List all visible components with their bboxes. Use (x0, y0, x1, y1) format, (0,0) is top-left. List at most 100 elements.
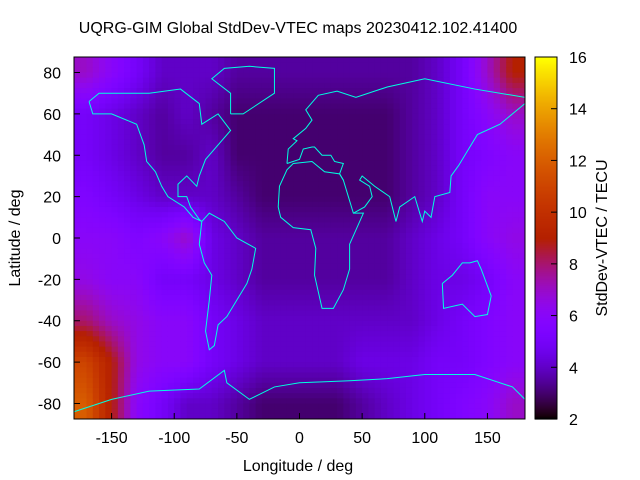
heatmap-cell (205, 382, 213, 389)
heatmap-cell (312, 310, 319, 317)
heatmap-cell (80, 315, 88, 322)
heatmap-cell (149, 139, 156, 146)
heatmap-cell (449, 144, 457, 151)
heatmap-cell (205, 393, 213, 399)
heatmap-cell (124, 258, 131, 265)
heatmap-cell (249, 93, 257, 99)
heatmap-cell (142, 160, 150, 167)
heatmap-cell (499, 387, 507, 394)
heatmap-cell (393, 387, 401, 394)
heatmap-cell (255, 315, 263, 322)
heatmap-cell (368, 77, 376, 84)
heatmap-cell (180, 320, 188, 327)
heatmap-cell (268, 160, 275, 167)
heatmap-cell (274, 258, 282, 265)
heatmap-cell (318, 206, 326, 213)
heatmap-cell (412, 248, 420, 255)
heatmap-cell (180, 315, 188, 322)
heatmap-cell (149, 206, 156, 213)
heatmap-cell (481, 170, 488, 177)
heatmap-cell (142, 77, 150, 84)
heatmap-cell (161, 165, 169, 172)
heatmap-cell (462, 341, 470, 348)
heatmap-cell (474, 300, 482, 306)
heatmap-cell (443, 82, 451, 89)
heatmap-cell (124, 108, 131, 115)
heatmap-cell (111, 129, 119, 136)
heatmap-cell (499, 191, 507, 198)
heatmap-cell (512, 294, 520, 301)
heatmap-cell (393, 289, 401, 296)
heatmap-cell (437, 346, 445, 353)
heatmap-cell (312, 269, 319, 275)
heatmap-cell (324, 258, 332, 265)
heatmap-cell (105, 382, 113, 389)
heatmap-cell (249, 98, 257, 105)
heatmap-cell (167, 196, 175, 203)
heatmap-cell (111, 372, 119, 379)
heatmap-cell (136, 248, 144, 255)
heatmap-cell (487, 377, 495, 384)
heatmap-cell (493, 113, 501, 120)
heatmap-cell (405, 139, 413, 146)
heatmap-cell (174, 77, 181, 84)
heatmap-cell (399, 387, 407, 394)
heatmap-cell (405, 289, 413, 296)
heatmap-cell (130, 170, 138, 177)
heatmap-cell (130, 181, 138, 187)
heatmap-cell (255, 274, 263, 280)
heatmap-cell (443, 222, 451, 229)
heatmap-cell (474, 160, 482, 167)
heatmap-cell (124, 294, 131, 301)
heatmap-cell (374, 258, 382, 265)
heatmap-cell (92, 57, 100, 63)
heatmap-cell (418, 243, 426, 249)
heatmap-cell (155, 88, 163, 94)
heatmap-cell (474, 181, 482, 187)
heatmap-cell (99, 253, 106, 260)
heatmap-cell (299, 196, 307, 203)
heatmap-cell (393, 160, 401, 167)
heatmap-cell (431, 258, 438, 265)
heatmap-cell (380, 243, 388, 249)
heatmap-cell (443, 398, 451, 404)
heatmap-cell (86, 346, 94, 353)
heatmap-cell (74, 341, 81, 348)
heatmap-cell (180, 57, 188, 63)
heatmap-cell (199, 181, 207, 187)
heatmap-cell (249, 351, 257, 358)
heatmap-cell (111, 408, 119, 415)
heatmap-cell (224, 315, 232, 322)
heatmap-cell (299, 305, 307, 311)
heatmap-cell (431, 222, 438, 229)
heatmap-cell (124, 387, 131, 394)
heatmap-cell (337, 393, 344, 399)
heatmap-cell (111, 139, 119, 146)
heatmap-cell (337, 289, 344, 296)
heatmap-cell (299, 124, 307, 130)
heatmap-cell (512, 382, 520, 389)
heatmap-cell (431, 119, 438, 125)
heatmap-cell (92, 377, 100, 384)
heatmap-cell (380, 98, 388, 105)
heatmap-cell (286, 57, 294, 63)
heatmap-cell (274, 320, 282, 327)
heatmap-cell (305, 362, 313, 368)
heatmap-cell (449, 300, 457, 306)
heatmap-cell (456, 279, 463, 286)
heatmap-cell (387, 382, 394, 389)
heatmap-cell (424, 175, 432, 182)
heatmap-cell (249, 325, 257, 332)
heatmap-cell (236, 191, 244, 198)
heatmap-cell (249, 124, 257, 130)
heatmap-cell (405, 217, 413, 223)
heatmap-cell (155, 134, 163, 141)
heatmap-cell (174, 315, 181, 322)
heatmap-cell (142, 310, 150, 317)
heatmap-cell (261, 320, 269, 327)
heatmap-cell (142, 191, 150, 198)
heatmap-cell (117, 88, 125, 94)
heatmap-cell (92, 62, 100, 68)
heatmap-cell (299, 191, 307, 198)
heatmap-cell (186, 258, 194, 265)
